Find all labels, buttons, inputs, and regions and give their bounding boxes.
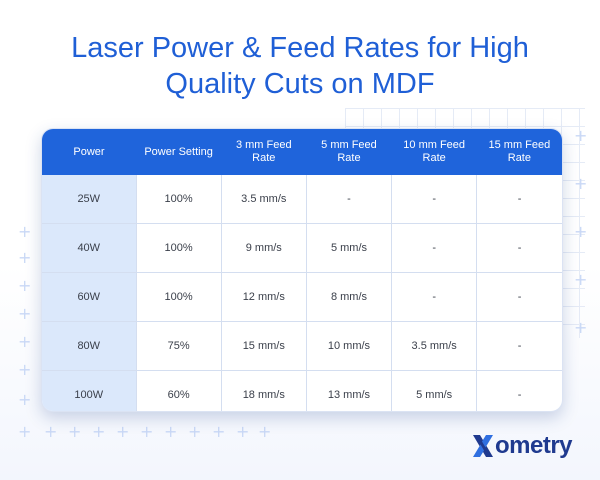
table-header-row: Power Power Setting 3 mm Feed Rate 5 mm … — [42, 129, 562, 175]
cell-10mm: - — [391, 223, 478, 273]
table-row: 25W 100% 3.5 mm/s - - - — [42, 175, 562, 224]
cell-3mm: 3.5 mm/s — [221, 175, 307, 224]
table-row: 60W 100% 12 mm/s 8 mm/s - - — [42, 272, 562, 322]
plus-icon: + — [18, 422, 32, 441]
cell-15mm: - — [476, 223, 562, 273]
plus-icon: + — [574, 318, 588, 337]
header-power: Power — [42, 129, 136, 175]
cell-power-setting: 100% — [136, 175, 222, 224]
plus-icon: + — [574, 222, 588, 241]
plus-icon: + — [18, 332, 32, 351]
plus-icon: + — [574, 270, 588, 289]
plus-icon: + — [18, 360, 32, 379]
feed-rate-table: Power Power Setting 3 mm Feed Rate 5 mm … — [41, 128, 563, 412]
cell-5mm: 5 mm/s — [306, 223, 393, 273]
cell-10mm: - — [391, 272, 478, 322]
logo-text: ometry — [495, 432, 573, 459]
plus-icon: + — [140, 422, 154, 441]
cell-3mm: 18 mm/s — [221, 370, 307, 411]
cell-power: 60W — [42, 272, 137, 322]
plus-icon: + — [18, 390, 32, 409]
plus-icon: + — [116, 422, 130, 441]
cell-power-setting: 100% — [136, 272, 222, 322]
cell-5mm: 13 mm/s — [306, 370, 393, 411]
plus-icon: + — [574, 174, 588, 193]
cell-power: 40W — [42, 223, 137, 273]
cell-power: 80W — [42, 321, 137, 371]
x-logo-icon — [473, 435, 493, 457]
cell-15mm: - — [476, 175, 562, 224]
cell-power: 100W — [42, 370, 137, 411]
cell-3mm: 9 mm/s — [221, 223, 307, 273]
cell-15mm: - — [476, 272, 562, 322]
plus-icon: + — [68, 422, 82, 441]
cell-5mm: 10 mm/s — [306, 321, 393, 371]
table-row: 100W 60% 18 mm/s 13 mm/s 5 mm/s - — [42, 370, 562, 411]
plus-icon: + — [236, 422, 250, 441]
plus-icon: + — [18, 222, 32, 241]
header-power-setting: Power Setting — [136, 129, 222, 175]
plus-icon: + — [574, 126, 588, 145]
plus-icon: + — [44, 422, 58, 441]
header-10mm-feed-rate: 10 mm Feed Rate — [391, 129, 477, 175]
plus-icon: + — [164, 422, 178, 441]
table-row: 80W 75% 15 mm/s 10 mm/s 3.5 mm/s - — [42, 321, 562, 371]
header-15mm-feed-rate: 15 mm Feed Rate — [476, 129, 562, 175]
header-5mm-feed-rate: 5 mm Feed Rate — [306, 129, 392, 175]
xometry-logo: ometry — [472, 432, 573, 460]
plus-icon: + — [212, 422, 226, 441]
cell-power-setting: 100% — [136, 223, 222, 273]
cell-10mm: - — [391, 175, 478, 224]
cell-3mm: 12 mm/s — [221, 272, 307, 322]
data-table: Power Power Setting 3 mm Feed Rate 5 mm … — [42, 129, 562, 411]
cell-5mm: 8 mm/s — [306, 272, 393, 322]
plus-icon: + — [258, 422, 272, 441]
plus-icon: + — [18, 276, 32, 295]
cell-10mm: 3.5 mm/s — [391, 321, 478, 371]
plus-icon: + — [18, 248, 32, 267]
cell-power-setting: 60% — [136, 370, 222, 411]
table-row: 40W 100% 9 mm/s 5 mm/s - - — [42, 223, 562, 273]
cell-power: 25W — [42, 175, 137, 224]
cell-3mm: 15 mm/s — [221, 321, 307, 371]
cell-10mm: 5 mm/s — [391, 370, 478, 411]
header-3mm-feed-rate: 3 mm Feed Rate — [221, 129, 307, 175]
plus-icon: + — [18, 304, 32, 323]
cell-power-setting: 75% — [136, 321, 222, 371]
cell-5mm: - — [306, 175, 393, 224]
cell-15mm: - — [517, 389, 522, 401]
plus-icon: + — [92, 422, 106, 441]
plus-icon: + — [188, 422, 202, 441]
cell-15mm: - — [476, 321, 562, 371]
page-title: Laser Power & Feed Rates for High Qualit… — [71, 32, 529, 100]
